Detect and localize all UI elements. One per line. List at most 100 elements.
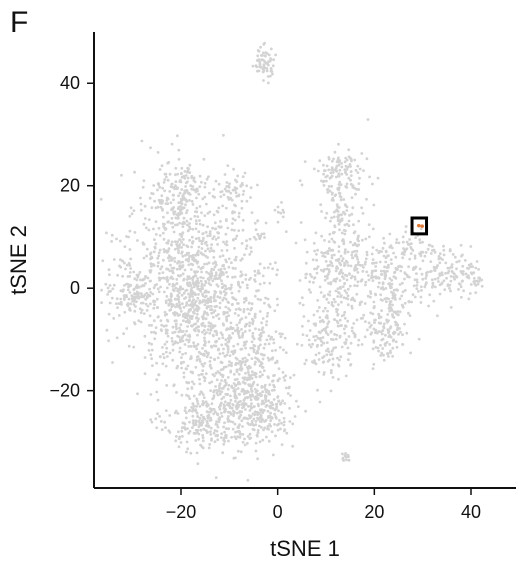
data-point (166, 178, 170, 182)
data-point (364, 260, 367, 264)
data-point (176, 341, 180, 345)
data-point (477, 268, 480, 271)
data-point (256, 54, 260, 58)
data-point (442, 253, 446, 257)
data-point (341, 452, 344, 456)
data-point (194, 423, 198, 426)
data-point (342, 242, 346, 246)
data-point (203, 336, 206, 340)
data-point (192, 431, 196, 435)
data-point (246, 421, 250, 425)
data-point (214, 273, 218, 277)
data-point (165, 295, 169, 298)
data-point (124, 267, 127, 271)
data-point (247, 312, 251, 316)
data-point (391, 354, 394, 358)
data-point (212, 412, 216, 416)
data-point (179, 274, 183, 277)
data-point (471, 265, 474, 269)
data-point (268, 405, 271, 408)
data-point (188, 298, 192, 302)
data-point (234, 267, 237, 270)
data-point (400, 303, 404, 307)
data-point (407, 300, 411, 303)
data-point (454, 274, 458, 278)
data-point (232, 411, 236, 415)
data-point (200, 413, 203, 417)
data-point (299, 221, 303, 224)
data-point (247, 301, 251, 305)
data-point (156, 151, 160, 154)
data-point (368, 175, 371, 179)
data-point (195, 206, 199, 210)
data-point (176, 172, 180, 176)
data-point (222, 133, 225, 137)
data-point (177, 437, 181, 441)
data-point (214, 263, 218, 267)
data-point (180, 235, 184, 239)
data-point (230, 361, 233, 365)
data-point (227, 427, 231, 431)
data-point (361, 269, 365, 273)
data-point (319, 336, 323, 340)
data-point (389, 258, 393, 261)
data-point (322, 371, 326, 374)
data-point (253, 278, 256, 282)
data-point (384, 274, 388, 278)
data-point (213, 429, 217, 432)
data-point (212, 310, 216, 314)
data-point (196, 284, 200, 288)
data-point (142, 277, 146, 281)
data-point (201, 436, 205, 440)
data-point (178, 291, 181, 294)
data-point (201, 393, 205, 396)
data-point (193, 214, 197, 218)
data-point (161, 186, 165, 190)
data-point (186, 427, 189, 430)
data-point (325, 179, 328, 183)
data-point (412, 266, 415, 270)
data-point (164, 202, 168, 206)
data-point (427, 304, 430, 308)
data-point (312, 335, 316, 338)
data-point (235, 234, 239, 238)
data-point (214, 290, 218, 294)
data-point (183, 176, 187, 180)
data-point (195, 397, 199, 401)
data-point (149, 302, 152, 306)
data-point (241, 218, 245, 222)
data-point (388, 309, 392, 313)
data-point (383, 277, 387, 281)
data-point (175, 223, 179, 227)
data-point (185, 329, 189, 333)
data-point (150, 324, 154, 327)
data-point (179, 323, 183, 327)
data-point (223, 404, 226, 408)
data-point (389, 306, 393, 310)
data-point (243, 443, 247, 447)
data-point (197, 245, 201, 249)
data-point (205, 300, 208, 304)
data-point (418, 238, 422, 242)
data-point (232, 414, 236, 417)
data-point (202, 316, 206, 320)
data-point (233, 395, 237, 398)
data-point (253, 362, 257, 366)
data-point (357, 182, 361, 186)
data-point (185, 209, 189, 212)
data-point (192, 382, 196, 386)
data-point (183, 197, 187, 201)
data-point (341, 456, 345, 460)
data-point (428, 293, 432, 297)
data-point (328, 176, 332, 180)
data-point (252, 337, 256, 341)
data-point (187, 338, 191, 342)
data-point (453, 255, 457, 259)
data-point (163, 189, 167, 193)
data-point (189, 451, 193, 455)
data-point (269, 47, 273, 51)
data-point (326, 293, 330, 296)
data-point (180, 426, 184, 430)
data-point (183, 343, 187, 346)
data-point (171, 348, 175, 352)
